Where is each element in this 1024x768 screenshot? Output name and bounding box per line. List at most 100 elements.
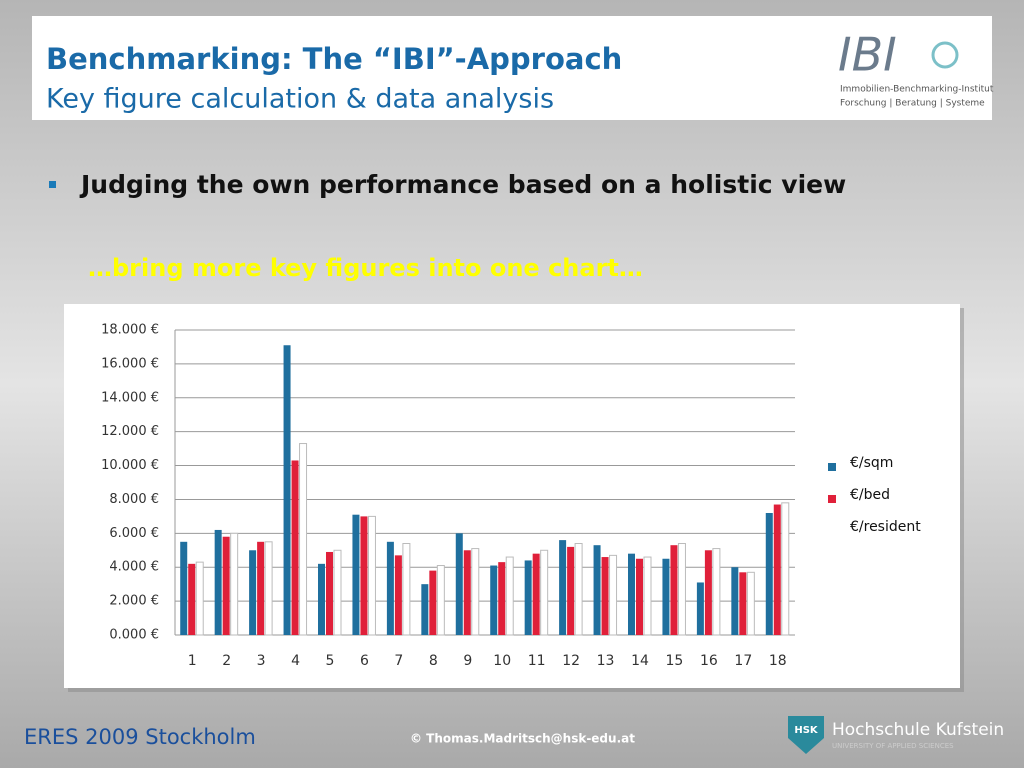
x-tick-label: 11 [528, 653, 546, 669]
chart: 0.000 € 2.000 € 4.000 € 6.000 € 8.000 € 10.00… [101, 323, 921, 670]
legend-label: €/sqm [850, 455, 893, 471]
badge: HSK [794, 725, 819, 736]
x-tick-label: 16 [700, 653, 718, 669]
bar [567, 546, 575, 635]
bar [318, 563, 325, 635]
legend-marker [828, 495, 836, 503]
logo-icon [931, 41, 959, 69]
event: ERES 2009 Stockholm [24, 725, 256, 749]
bar [532, 553, 540, 635]
bar [731, 567, 739, 635]
bar [230, 532, 239, 636]
bar [505, 556, 514, 636]
bar [628, 553, 635, 635]
legend-label: €/resident [850, 519, 921, 535]
bar [455, 533, 463, 635]
bar [429, 570, 437, 635]
title: Benchmarking: The “IBI”-Approach [46, 42, 622, 76]
bar [333, 549, 342, 636]
x-tick-label: 2 [222, 653, 231, 669]
bar [222, 536, 230, 635]
y-tick-label: 10.000 € [101, 458, 159, 473]
bar [257, 541, 265, 635]
bullet-marker [49, 181, 56, 188]
x-tick-label: 14 [631, 653, 649, 669]
bar [593, 545, 601, 635]
bar [188, 563, 196, 635]
bar [352, 514, 360, 635]
legend-label: €/bed [850, 487, 890, 503]
bar [283, 345, 291, 635]
y-tick-label: 18.000 € [101, 323, 159, 338]
x-tick-label: 1 [188, 653, 197, 669]
bar [180, 541, 188, 635]
bar [746, 571, 755, 636]
bar [677, 543, 686, 636]
bar [712, 548, 721, 636]
x-tick-label: 4 [291, 653, 300, 669]
bar [394, 555, 402, 635]
bar [696, 582, 704, 635]
y-tick-label: 0.000 € [109, 628, 159, 643]
x-tick-label: 7 [394, 653, 403, 669]
bar [195, 561, 204, 636]
bar [609, 554, 618, 636]
bullet: Judging the own performance based on a h… [79, 170, 846, 199]
legend-marker [828, 463, 836, 471]
bar [739, 572, 747, 635]
bar [249, 550, 257, 635]
x-tick-label: 6 [360, 653, 369, 669]
x-tick-label: 15 [666, 653, 684, 669]
bar [601, 557, 609, 635]
school-sub: UNIVERSITY OF APPLIED SCIENCES [832, 742, 954, 750]
x-tick-label: 8 [429, 653, 438, 669]
y-tick-label: 12.000 € [101, 424, 159, 439]
y-tick-label: 6.000 € [109, 526, 159, 541]
bar [299, 443, 308, 636]
x-tick-label: 9 [463, 653, 472, 669]
y-tick-label: 4.000 € [109, 560, 159, 575]
x-tick-label: 18 [769, 653, 787, 669]
y-tick-label: 8.000 € [109, 492, 159, 507]
bar [264, 541, 273, 636]
bar [540, 549, 549, 636]
badge-shield [788, 716, 824, 754]
bar [402, 543, 411, 636]
bar [436, 565, 445, 636]
bar [524, 560, 532, 635]
logo-name: IBI [838, 28, 897, 82]
bar [498, 562, 506, 635]
legend-marker [828, 527, 836, 535]
bar [773, 504, 781, 635]
subtitle: Key figure calculation & data analysis [46, 84, 554, 115]
y-tick-label: 14.000 € [101, 390, 159, 405]
bar [643, 556, 652, 636]
bar [781, 502, 790, 636]
bar [559, 540, 567, 635]
bar [421, 584, 429, 635]
x-tick-label: 5 [326, 653, 335, 669]
x-tick-label: 3 [257, 653, 266, 669]
bar [704, 550, 712, 635]
bar [214, 529, 222, 635]
highlight: …bring more key figures into one chart… [88, 254, 643, 282]
x-tick-label: 12 [562, 653, 580, 669]
bar [463, 550, 471, 635]
logo-line1: Immobilien-Benchmarking-Institut [840, 85, 994, 95]
bar [636, 558, 643, 635]
bar [360, 516, 368, 635]
logo-line2: Forschung | Beratung | Systeme [840, 99, 985, 109]
y-tick-label: 16.000 € [101, 356, 159, 371]
bar [574, 543, 583, 636]
header-box [32, 16, 992, 120]
bar [291, 460, 299, 635]
x-tick-label: 13 [597, 653, 615, 669]
copyright: © Thomas.Madritsch@hsk-edu.at [410, 732, 635, 746]
x-tick-label: 10 [493, 653, 511, 669]
x-tick-label: 17 [734, 653, 752, 669]
bar [386, 541, 394, 635]
bar [367, 515, 376, 636]
y-tick-label: 2.000 € [109, 594, 159, 609]
bar [490, 565, 498, 635]
